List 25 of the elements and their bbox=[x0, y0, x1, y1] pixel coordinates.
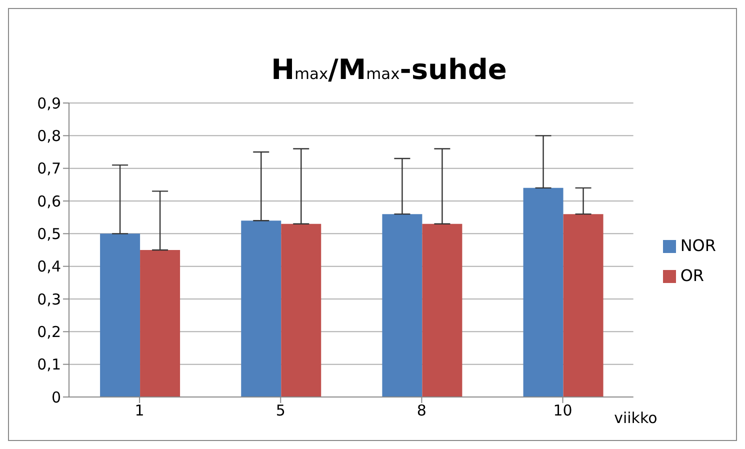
legend-label: NOR bbox=[680, 236, 716, 255]
y-tick-label: 0,3 bbox=[37, 290, 61, 308]
x-tick-label: 10 bbox=[553, 402, 572, 420]
x-axis-title: viikko bbox=[614, 409, 658, 427]
bar bbox=[422, 224, 462, 397]
bar bbox=[140, 250, 180, 397]
bar bbox=[563, 214, 604, 397]
y-tick-label: 0,1 bbox=[37, 356, 61, 374]
y-tick-label: 0,4 bbox=[37, 258, 61, 276]
x-tick-label: 5 bbox=[276, 402, 286, 420]
y-tick-label: 0,6 bbox=[37, 192, 61, 210]
bar bbox=[100, 234, 140, 397]
x-tick-label: 1 bbox=[134, 402, 144, 420]
x-tick-label: 8 bbox=[416, 402, 426, 420]
bar bbox=[523, 188, 564, 397]
y-tick-label: 0,8 bbox=[37, 126, 61, 145]
bar bbox=[241, 220, 282, 397]
y-tick-label: 0,9 bbox=[37, 94, 61, 112]
bar bbox=[281, 224, 322, 397]
y-tick-label: 0,7 bbox=[37, 160, 61, 178]
y-tick-label: 0 bbox=[51, 388, 61, 406]
bar bbox=[382, 214, 422, 397]
y-tick-label: 0,5 bbox=[37, 224, 61, 243]
legend-label: OR bbox=[680, 266, 704, 285]
y-tick-label: 0,2 bbox=[37, 322, 61, 341]
